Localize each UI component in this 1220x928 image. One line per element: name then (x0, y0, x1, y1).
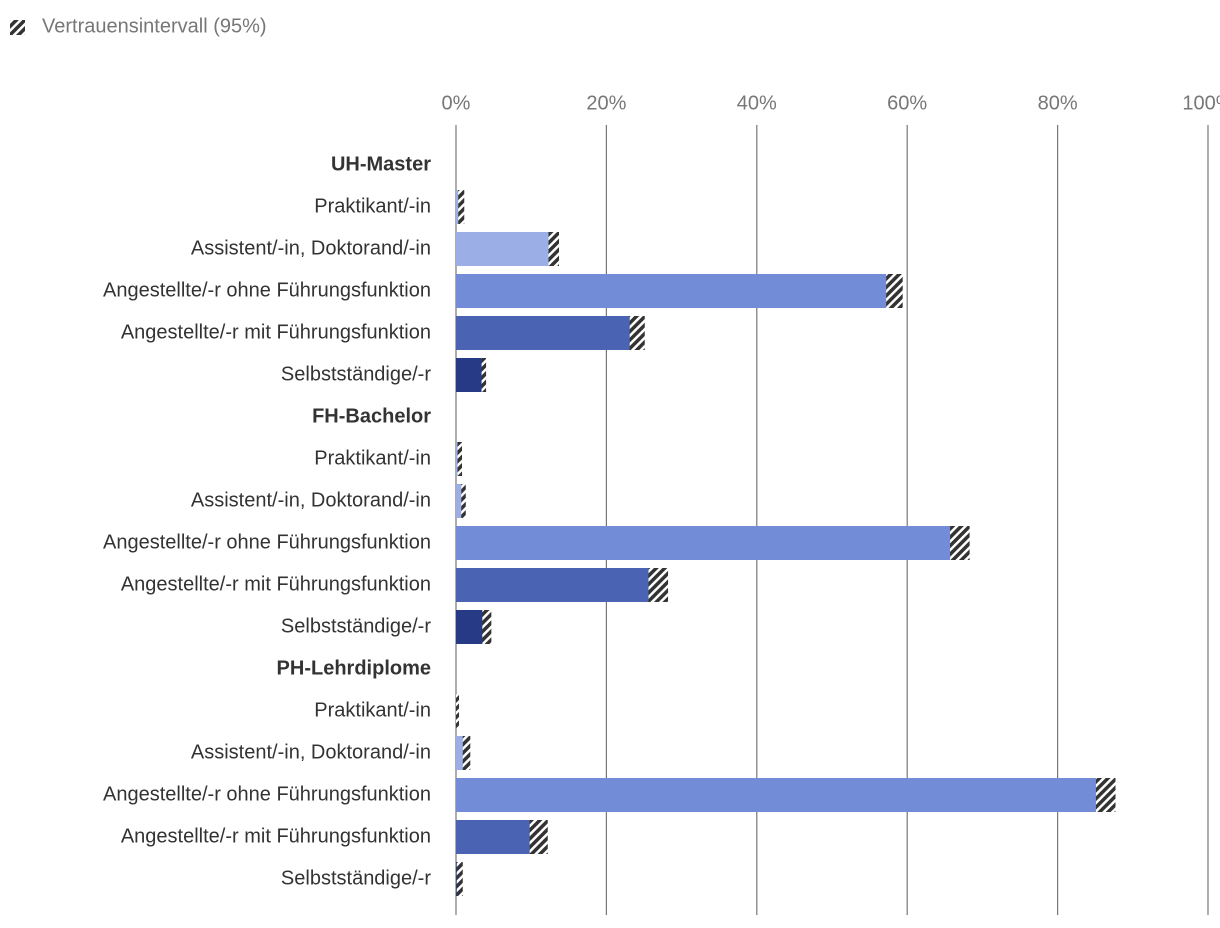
y-tick-label: Selbstständige/-r (281, 363, 431, 385)
x-tick-label: 60% (887, 92, 927, 114)
y-tick-label: Assistent/-in, Doktorand/-in (191, 237, 431, 259)
y-tick-label: Praktikant/-in (314, 447, 431, 469)
error-bar (456, 862, 463, 896)
bar (456, 274, 895, 308)
bar (456, 568, 659, 602)
y-tick-label: Angestellte/-r mit Führungsfunktion (121, 573, 431, 595)
error-bar (482, 610, 492, 644)
y-tick-label: Selbstständige/-r (281, 867, 431, 889)
y-tick-label: Angestellte/-r ohne Führungsfunktion (103, 783, 431, 805)
y-tick-label: Angestellte/-r ohne Führungsfunktion (103, 531, 431, 553)
group-label: UH-Master (331, 153, 431, 175)
bar (456, 232, 554, 266)
x-tick-label: 0% (442, 92, 471, 114)
error-bar (548, 232, 560, 266)
y-tick-label: Selbstständige/-r (281, 615, 431, 637)
legend-swatch (10, 20, 25, 35)
y-tick-label: Praktikant/-in (314, 195, 431, 217)
error-bar (458, 190, 465, 224)
y-tick-label: Angestellte/-r mit Führungsfunktion (121, 825, 431, 847)
error-bar (456, 694, 460, 728)
error-bar (457, 442, 463, 476)
error-bar (462, 736, 471, 770)
bar (456, 484, 464, 518)
y-tick-label: Praktikant/-in (314, 699, 431, 721)
legend: Vertrauensintervall (95%) (10, 15, 267, 37)
error-bar (1095, 778, 1116, 812)
error-bar (481, 358, 487, 392)
y-tick-label: Angestellte/-r mit Führungsfunktion (121, 321, 431, 343)
x-tick-label: 20% (586, 92, 626, 114)
error-bar (461, 484, 466, 518)
error-bar (648, 568, 669, 602)
x-tick-label: 40% (737, 92, 777, 114)
bar (456, 736, 467, 770)
bar (456, 610, 487, 644)
y-tick-label: Angestellte/-r ohne Führungsfunktion (103, 279, 431, 301)
y-tick-label: Assistent/-in, Doktorand/-in (191, 741, 431, 763)
bar (456, 526, 960, 560)
x-tick-label: 100% (1182, 92, 1220, 114)
group-label: FH-Bachelor (312, 405, 431, 427)
bar (456, 778, 1106, 812)
bar (456, 820, 539, 854)
legend-label: Vertrauensintervall (95%) (42, 15, 267, 37)
group-label: PH-Lehrdiplome (277, 657, 431, 679)
error-bar (529, 820, 548, 854)
bar (456, 358, 484, 392)
y-tick-label: Assistent/-in, Doktorand/-in (191, 489, 431, 511)
error-bar (629, 316, 645, 350)
bar (456, 316, 638, 350)
x-tick-label: 80% (1038, 92, 1078, 114)
error-bar (950, 526, 970, 560)
error-bar (886, 274, 903, 308)
